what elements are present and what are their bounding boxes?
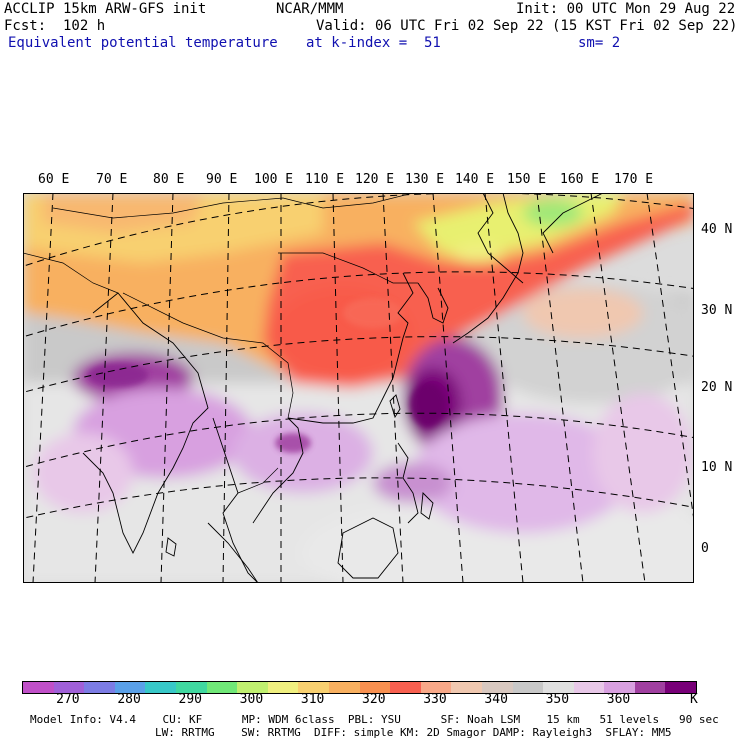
colorbar-swatch xyxy=(390,682,421,693)
smoothing: sm= 2 xyxy=(578,35,621,51)
model-title: ACCLIP 15km ARW-GFS init xyxy=(4,1,207,17)
colorbar-swatch xyxy=(328,682,360,693)
colorbar-swatch xyxy=(604,682,635,693)
colorbar-swatch xyxy=(634,682,666,693)
field-name: Equivalent potential temperature xyxy=(8,35,278,51)
lon-label-150e: 150 E xyxy=(507,172,547,187)
colorbar-swatch xyxy=(206,682,238,693)
lon-label-170e: 170 E xyxy=(614,172,654,187)
colorbar-swatch xyxy=(451,682,482,693)
colorbar-swatch xyxy=(237,682,268,693)
forecast-hour: Fcst: 102 h xyxy=(4,18,106,34)
org-label: NCAR/MMM xyxy=(276,1,344,17)
lat-label-10n: 10 N xyxy=(701,460,733,475)
colorbar-swatch xyxy=(481,682,513,693)
lat-label-40n: 40 N xyxy=(701,222,733,237)
colorbar-swatch xyxy=(53,682,85,693)
lon-label-90e: 90 E xyxy=(206,172,238,187)
lon-label-80e: 80 E xyxy=(153,172,185,187)
colorbar-tick-label: 300 xyxy=(239,692,264,707)
colorbar-tick-label: 280 xyxy=(117,692,141,707)
colorbar-swatch xyxy=(175,682,207,693)
colorbar-swatch xyxy=(573,682,605,693)
model-info-line2: LW: RRTMG SW: RRTMG DIFF: simple KM: 2D … xyxy=(155,726,672,739)
lon-label-100e: 100 E xyxy=(254,172,294,187)
colorbar-swatch xyxy=(420,682,452,693)
colorbar-tick-label: 310 xyxy=(300,692,325,707)
level-index: at k-index = 51 xyxy=(306,35,441,51)
colorbar-swatch xyxy=(359,682,391,693)
colorbar-tick-label: 270 xyxy=(56,692,80,707)
colorbar-tick-label: 340 xyxy=(484,692,508,707)
graticule xyxy=(23,193,694,583)
colorbar-tick-label: 320 xyxy=(362,692,386,707)
lon-label-70e: 70 E xyxy=(96,172,128,187)
lon-label-130e: 130 E xyxy=(405,172,445,187)
colorbar-swatch xyxy=(543,682,574,693)
field-shading xyxy=(23,193,694,583)
lat-label-20n: 20 N xyxy=(701,380,733,395)
coastlines xyxy=(23,193,604,583)
init-time: Init: 00 UTC Mon 29 Aug 22 xyxy=(516,1,736,17)
colorbar-swatch xyxy=(145,682,176,693)
colorbar-swatch xyxy=(114,682,146,693)
colorbar-tick-label: 350 xyxy=(545,692,570,707)
map-frame xyxy=(23,193,694,583)
colorbar-swatch xyxy=(512,682,544,693)
colorbar-swatch xyxy=(23,682,54,693)
colorbar-swatch xyxy=(84,682,115,693)
lon-label-160e: 160 E xyxy=(560,172,600,187)
lon-label-120e: 120 E xyxy=(355,172,395,187)
colorbar-swatch xyxy=(298,682,329,693)
lon-label-110e: 110 E xyxy=(305,172,345,187)
valid-time: Valid: 06 UTC Fri 02 Sep 22 (15 KST Fri … xyxy=(316,18,738,34)
colorbar xyxy=(22,681,697,694)
lat-label-30n: 30 N xyxy=(701,303,733,318)
colorbar-unit: K xyxy=(690,692,698,707)
colorbar-swatch xyxy=(267,682,299,693)
colorbar-tick-label: 330 xyxy=(423,692,447,707)
lon-label-60e: 60 E xyxy=(38,172,70,187)
colorbar-tick-label: 360 xyxy=(606,692,631,707)
colorbar-tick-label: 290 xyxy=(178,692,202,707)
model-info-line1: Model Info: V4.4 CU: KF MP: WDM 6class P… xyxy=(30,713,719,726)
colorbar-swatch xyxy=(665,682,697,693)
lon-label-140e: 140 E xyxy=(455,172,495,187)
lat-label-0: 0 xyxy=(701,541,709,556)
theta-e-map xyxy=(23,193,694,583)
